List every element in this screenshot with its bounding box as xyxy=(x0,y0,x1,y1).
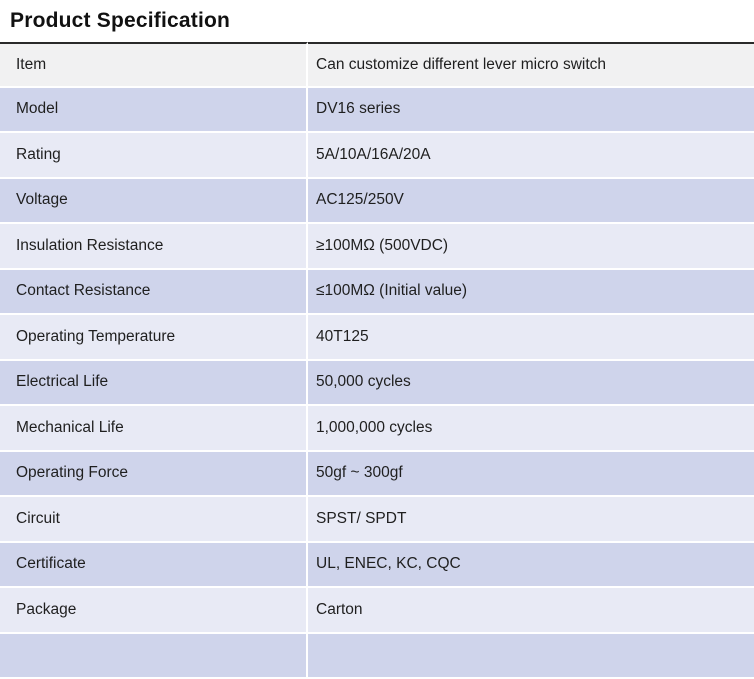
row-label: Rating xyxy=(0,133,308,177)
table-row: Item Can customize different lever micro… xyxy=(0,42,754,88)
row-value: DV16 series xyxy=(308,88,754,132)
table-row: Electrical Life 50,000 cycles xyxy=(0,361,754,407)
spec-table: Item Can customize different lever micro… xyxy=(0,42,754,634)
row-label: Package xyxy=(0,588,308,632)
table-row: Insulation Resistance ≥100MΩ (500VDC) xyxy=(0,224,754,270)
row-value: 50,000 cycles xyxy=(308,361,754,405)
table-row: Contact Resistance ≤100MΩ (Initial value… xyxy=(0,270,754,316)
row-label: Item xyxy=(0,42,308,86)
table-row: Model DV16 series xyxy=(0,88,754,134)
row-value: 50gf ~ 300gf xyxy=(308,452,754,496)
table-row: Voltage AC125/250V xyxy=(0,179,754,225)
row-value: Can customize different lever micro swit… xyxy=(308,42,754,86)
table-row: Circuit SPST/ SPDT xyxy=(0,497,754,543)
next-row-partial xyxy=(0,634,754,679)
row-label: Mechanical Life xyxy=(0,406,308,450)
row-label xyxy=(0,634,308,678)
row-value: Carton xyxy=(308,588,754,632)
table-row: Rating 5A/10A/16A/20A xyxy=(0,133,754,179)
row-value: AC125/250V xyxy=(308,179,754,223)
row-label: Electrical Life xyxy=(0,361,308,405)
table-row: Certificate UL, ENEC, KC, CQC xyxy=(0,543,754,589)
row-label: Certificate xyxy=(0,543,308,587)
table-row: Mechanical Life 1,000,000 cycles xyxy=(0,406,754,452)
row-label: Contact Resistance xyxy=(0,270,308,314)
table-row: Package Carton xyxy=(0,588,754,634)
row-label: Circuit xyxy=(0,497,308,541)
row-value: ≤100MΩ (Initial value) xyxy=(308,270,754,314)
row-value: SPST/ SPDT xyxy=(308,497,754,541)
row-value: ≥100MΩ (500VDC) xyxy=(308,224,754,268)
row-label: Voltage xyxy=(0,179,308,223)
row-label: Operating Force xyxy=(0,452,308,496)
row-value xyxy=(308,634,754,678)
row-value: 40T125 xyxy=(308,315,754,359)
row-value: UL, ENEC, KC, CQC xyxy=(308,543,754,587)
table-row: Operating Force 50gf ~ 300gf xyxy=(0,452,754,498)
row-label: Operating Temperature xyxy=(0,315,308,359)
page-title: Product Specification xyxy=(0,0,754,34)
row-label: Insulation Resistance xyxy=(0,224,308,268)
row-value: 5A/10A/16A/20A xyxy=(308,133,754,177)
table-row: Operating Temperature 40T125 xyxy=(0,315,754,361)
row-value: 1,000,000 cycles xyxy=(308,406,754,450)
row-label: Model xyxy=(0,88,308,132)
